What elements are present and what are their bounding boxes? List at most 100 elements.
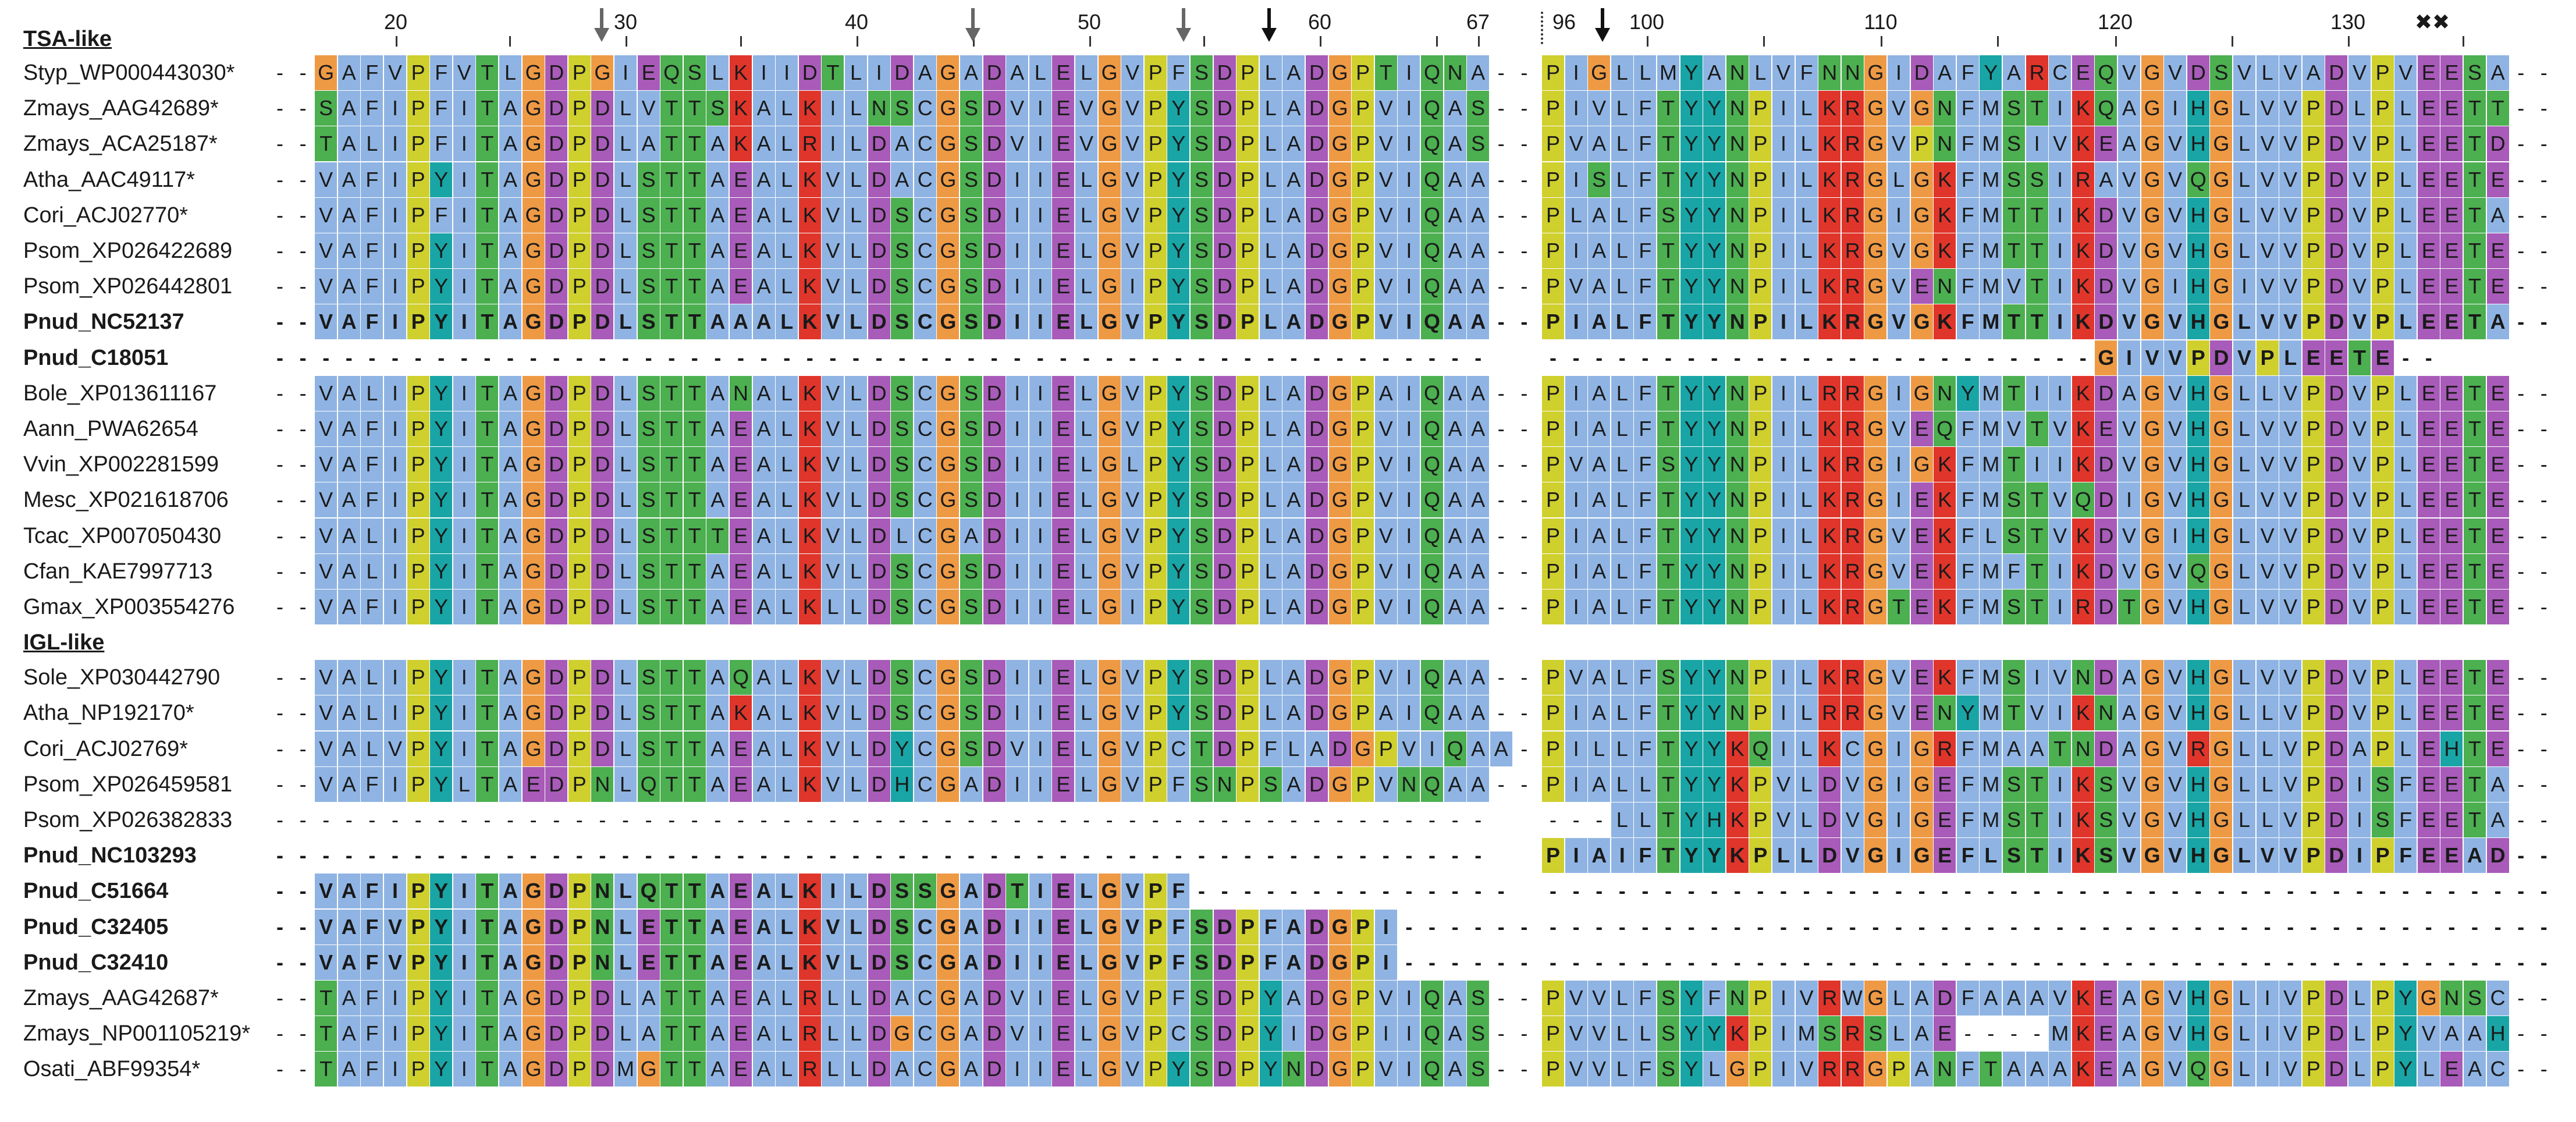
residue-cell: P	[1749, 91, 1772, 126]
residue-cell: L	[1075, 482, 1097, 518]
residue-cell: -	[2540, 239, 2547, 262]
residue-cell: P	[2371, 518, 2394, 553]
residue-cell: Q	[1421, 590, 1443, 624]
residue-cell: I	[1006, 909, 1029, 945]
residue-cell: L	[1795, 447, 1818, 482]
residue-cell: G	[937, 1016, 960, 1052]
residue-cell: A	[706, 447, 729, 482]
residue-cell: -	[1520, 736, 1528, 761]
residue-cell: P	[1542, 553, 1564, 589]
residue-cell: D	[545, 766, 568, 802]
residue-cell: P	[1910, 126, 1933, 162]
residue-cell: K	[798, 590, 821, 624]
residue-cell: Y	[1680, 304, 1703, 340]
residue-cell: V	[2279, 695, 2302, 731]
residue-cell: -	[1429, 914, 1436, 939]
residue-cell: -	[921, 345, 929, 370]
residue-cell: -	[921, 808, 929, 832]
residue-cell: D	[1306, 375, 1328, 411]
residue-cell: -	[322, 808, 330, 832]
residue-cell: G	[2210, 162, 2233, 197]
residue-cell: -	[1405, 914, 1413, 939]
residue-cell: V	[2279, 91, 2302, 126]
residue-cell: L	[361, 375, 383, 411]
residue-cell: -	[2218, 879, 2225, 903]
residue-cell: T	[660, 91, 683, 126]
residue-cell: L	[2233, 1016, 2255, 1052]
residue-cell: D	[2325, 482, 2348, 518]
residue-cell: P	[1237, 269, 1259, 304]
residue-cell: L	[2256, 803, 2279, 837]
residue-cell: P	[2371, 1052, 2394, 1087]
residue-cell: R	[2072, 590, 2094, 624]
residue-cell: E	[1052, 447, 1075, 482]
residue-cell: -	[2309, 914, 2317, 939]
residue-cell: D	[591, 304, 614, 340]
residue-cell: E	[730, 981, 752, 1016]
residue-cell: L	[2348, 91, 2371, 126]
residue-cell: F	[1634, 375, 1657, 411]
residue-cell: C	[914, 482, 936, 518]
residue-cell: T	[683, 695, 706, 731]
residue-cell: -	[2241, 950, 2248, 974]
residue-cell: V	[315, 233, 337, 268]
residue-cell: -	[2010, 879, 2017, 903]
residue-cell: -	[299, 523, 307, 548]
residue-cell: G	[1328, 126, 1351, 162]
residue-cell: A	[337, 162, 360, 197]
residue-cell: V	[2279, 411, 2302, 446]
residue-cell: E	[2095, 981, 2117, 1016]
residue-cell: G	[2141, 447, 2163, 482]
residue-cell: S	[2003, 660, 2025, 695]
residue-cell: D	[983, 447, 1005, 482]
residue-cell: I	[1888, 197, 1910, 233]
residue-cell: -	[1895, 879, 1902, 903]
residue-cell: I	[384, 590, 406, 624]
residue-cell: Y	[891, 731, 914, 766]
residue-cell: -	[1451, 950, 1459, 974]
residue-cell: P	[1144, 660, 1167, 695]
residue-cell: D	[983, 91, 1005, 126]
residue-cell: E	[1910, 482, 1933, 518]
residue-cell: F	[361, 981, 383, 1016]
residue-cell: Q	[2072, 482, 2094, 518]
residue-cell: E	[2440, 766, 2463, 802]
residue-cell: P	[1542, 197, 1564, 233]
sequence-label: Pnud_C32405	[23, 914, 169, 939]
residue-cell: -	[392, 345, 399, 370]
residue-cell: Q	[1421, 304, 1443, 340]
residue-cell: V	[2348, 162, 2371, 197]
residue-cell: -	[2033, 914, 2041, 939]
residue-cell: V	[2256, 660, 2279, 695]
residue-cell: E	[2417, 411, 2440, 446]
residue-cell: D	[1910, 55, 1933, 90]
residue-cell: L	[1980, 838, 2002, 874]
residue-cell: V	[2417, 1016, 2440, 1052]
residue-cell: A	[752, 1016, 775, 1052]
residue-cell: G	[937, 731, 960, 766]
residue-cell: I	[1888, 482, 1910, 518]
residue-cell: -	[1520, 1057, 1528, 1081]
residue-cell: V	[2164, 482, 2187, 518]
residue-cell: V	[2348, 411, 2371, 446]
residue-cell: G	[1328, 447, 1351, 482]
residue-cell: G	[2141, 269, 2163, 304]
residue-cell: V	[2049, 660, 2072, 695]
residue-cell: T	[476, 482, 499, 518]
residue-cell: D	[545, 660, 568, 695]
residue-cell: D	[983, 660, 1005, 695]
residue-cell: G	[522, 447, 545, 482]
residue-cell: I	[1772, 660, 1795, 695]
residue-cell: Y	[1167, 590, 1190, 624]
residue-cell: -	[2356, 950, 2363, 974]
residue-cell: T	[1374, 55, 1397, 90]
residue-cell: T	[476, 945, 499, 980]
residue-cell: E	[2417, 162, 2440, 197]
residue-cell: Y	[1259, 1052, 1282, 1087]
residue-cell: S	[891, 660, 914, 695]
residue-cell: I	[453, 981, 475, 1016]
residue-cell: F	[1634, 695, 1657, 731]
residue-cell: -	[2425, 950, 2432, 974]
residue-cell: D	[591, 411, 614, 446]
residue-cell: Q	[1421, 695, 1443, 731]
